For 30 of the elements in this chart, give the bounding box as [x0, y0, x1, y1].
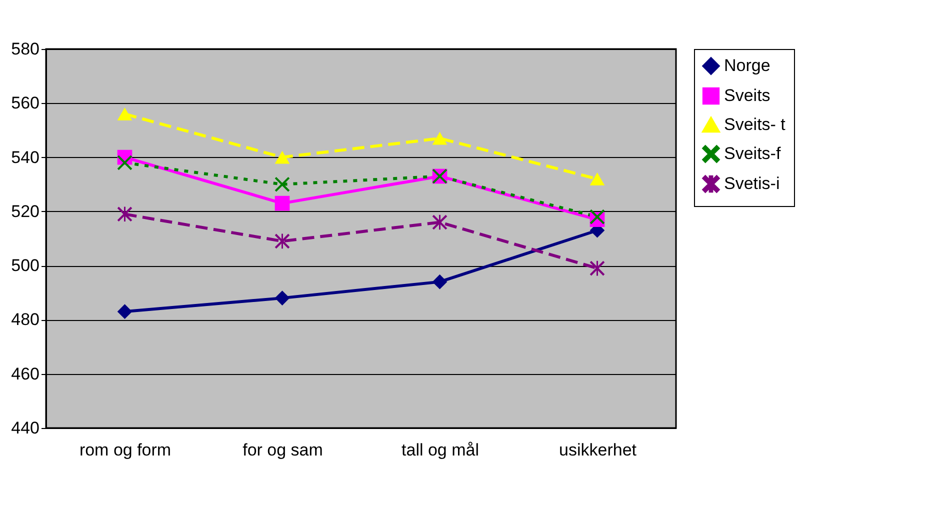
point — [432, 132, 448, 145]
y-tick-label: 460 — [11, 364, 40, 384]
x-tick-label: rom og form — [79, 440, 172, 460]
point — [117, 304, 132, 320]
point — [590, 172, 605, 186]
x-tick-label: for og sam — [242, 440, 323, 460]
y-tick-label: 540 — [11, 148, 40, 167]
legend-label: Sveits-f — [724, 144, 781, 163]
legend-label: Svetis-i — [724, 174, 780, 193]
point — [117, 155, 132, 170]
x-tick-label: tall og mål — [402, 440, 479, 460]
legend-label: Sveits- t — [724, 115, 786, 134]
y-tick-label: 440 — [11, 418, 40, 438]
point — [274, 176, 290, 192]
legend-label: Sveits — [724, 86, 770, 105]
y-tick-label: 480 — [11, 310, 40, 330]
point — [274, 196, 290, 211]
y-tick-label: 580 — [11, 40, 40, 58]
point — [117, 206, 132, 222]
y-tick-label: 560 — [11, 94, 40, 113]
point — [117, 108, 132, 120]
point — [274, 234, 290, 249]
point — [274, 150, 290, 164]
point — [274, 290, 290, 306]
y-tick-label: 500 — [11, 256, 40, 276]
x-tick-label: usikkerhet — [559, 440, 637, 460]
point — [432, 274, 448, 290]
legend-label: Norge — [724, 56, 770, 75]
y-tick-label: 520 — [11, 202, 40, 221]
point — [590, 209, 605, 224]
